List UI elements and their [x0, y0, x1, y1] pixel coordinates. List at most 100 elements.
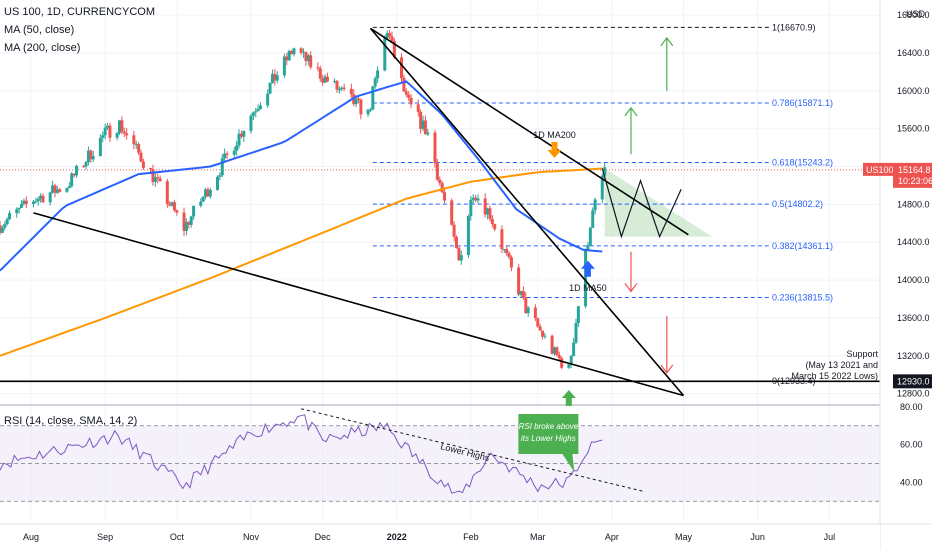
candle-body	[541, 330, 545, 337]
candle-body	[500, 229, 504, 250]
time-tick-label: May	[675, 532, 693, 542]
ma200-marker-arrow	[547, 142, 562, 159]
candle-body	[31, 201, 35, 204]
trendline	[33, 212, 684, 397]
candle-body	[421, 120, 425, 129]
price-badge-value: 15164.8	[898, 165, 931, 175]
candle-body	[201, 196, 205, 202]
candle-body	[53, 185, 57, 193]
candle-body	[187, 222, 191, 225]
candle-body	[440, 183, 444, 193]
candle-body	[450, 200, 454, 225]
candles	[0, 29, 607, 370]
candle-body	[435, 163, 439, 180]
candle-body	[459, 255, 463, 261]
candle-body	[254, 111, 258, 113]
candle-body	[218, 175, 222, 177]
candle-body	[426, 132, 430, 135]
candle-body	[170, 202, 174, 206]
candle-body	[118, 120, 121, 134]
candle-body	[259, 105, 263, 109]
candle-body	[390, 36, 394, 41]
candle-body	[416, 104, 420, 112]
candle-body	[574, 322, 578, 343]
candle-body	[474, 197, 478, 201]
candle-body	[151, 169, 155, 182]
trendline	[369, 27, 685, 397]
candle-body	[48, 192, 52, 203]
time-tick-label: Sep	[97, 532, 113, 542]
candle-body	[388, 33, 392, 37]
candle-body	[521, 291, 525, 298]
price-tick-label: 14000.0	[897, 275, 930, 285]
candle-body	[106, 125, 110, 128]
grid	[0, 0, 932, 522]
candle-body	[488, 208, 492, 219]
candle-body	[108, 125, 112, 138]
time-tick-label: Dec	[315, 532, 332, 542]
price-tick-label: 13200.0	[897, 351, 930, 361]
candle-body	[208, 189, 212, 197]
candle-body	[357, 98, 360, 100]
candle-body	[5, 219, 9, 225]
candle-body	[538, 326, 542, 331]
candle-body	[306, 55, 310, 62]
candle-body	[318, 68, 322, 79]
arrow-up-to-0786-head	[624, 106, 638, 117]
candle-body	[141, 161, 145, 168]
candle-body	[58, 189, 62, 192]
time-tick-label: Nov	[243, 532, 260, 542]
candle-body	[225, 153, 229, 155]
price-badge-symbol: US100	[866, 165, 894, 175]
candle-body	[471, 197, 475, 200]
candle-body	[304, 51, 308, 62]
candle-body	[524, 297, 528, 314]
candle-body	[153, 177, 157, 182]
currency-label: USD	[906, 9, 926, 19]
support-badge-bg	[893, 374, 932, 389]
candle-body	[385, 33, 389, 39]
rsi-bubble-text: its Lower Highs	[521, 434, 576, 443]
arrow-up-to-1-head	[660, 36, 674, 47]
support-annotation-line: Support	[846, 349, 878, 359]
candle-body	[239, 133, 243, 137]
candle-body	[333, 80, 337, 82]
candle-body	[273, 73, 277, 81]
candle-body	[483, 198, 487, 215]
candle-body	[39, 195, 43, 199]
candle-body	[486, 208, 490, 215]
candle-body	[156, 177, 160, 179]
candle-body	[407, 94, 411, 98]
candle-body	[182, 212, 186, 231]
candle-body	[101, 135, 105, 138]
candle-body	[340, 87, 344, 90]
time-axis-bg	[0, 524, 880, 550]
candle-body	[466, 216, 470, 256]
candle-body	[175, 210, 179, 213]
candle-body	[98, 137, 102, 157]
triangle-projection	[604, 168, 713, 237]
candle-body	[84, 162, 88, 167]
candle-body	[251, 112, 255, 116]
candle-body	[256, 108, 260, 112]
candle-body	[249, 115, 253, 131]
candle-body	[215, 176, 219, 190]
candle-body	[376, 70, 380, 79]
ma200-annotation: 1D MA200	[533, 130, 576, 140]
ma50-marker-arrow	[580, 260, 595, 277]
candle-body	[452, 224, 456, 237]
rsi-bubble-bg	[518, 414, 579, 472]
annotations: 1D MA200 1D MA50 Support(May 13 2021 andMa…	[440, 130, 878, 472]
candle-body	[383, 38, 387, 71]
rsi-tick-label: 40.00	[900, 477, 923, 487]
time-tick-label: Aug	[23, 532, 39, 542]
rsi-pane	[0, 408, 880, 502]
candle-body	[509, 257, 513, 268]
candle-body	[149, 167, 153, 170]
ma200-legend: MA (200, close)	[4, 42, 81, 54]
candle-body	[206, 189, 210, 197]
support-badge-value: 12930.0	[897, 376, 930, 386]
candle-body	[137, 143, 141, 153]
fib-level-label: 0.786(15871.1)	[772, 98, 833, 108]
